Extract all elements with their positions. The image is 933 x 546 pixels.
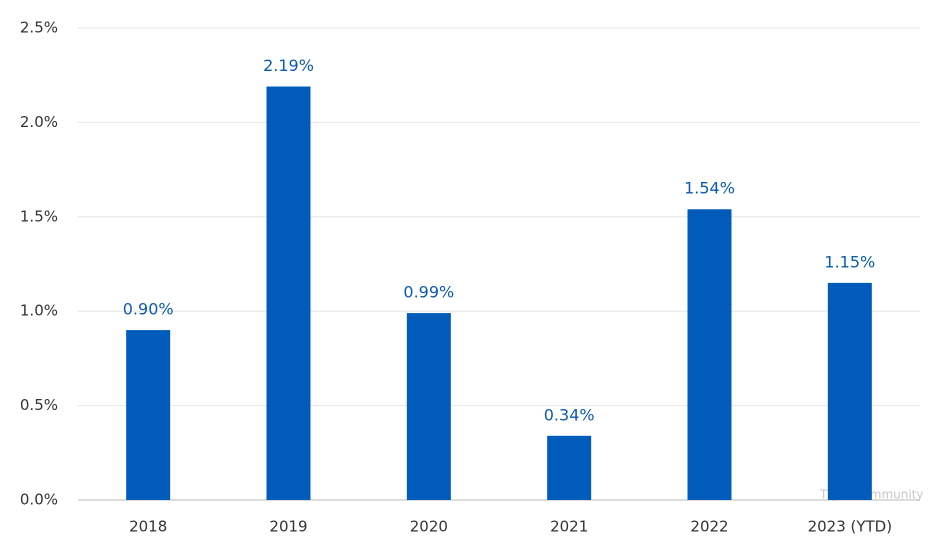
y-tick-label: 0.5% (20, 396, 58, 414)
x-tick-label: 2023 (YTD) (808, 518, 893, 536)
x-tick-label: 2021 (550, 518, 588, 536)
bar (406, 313, 451, 500)
value-label: 1.15% (824, 252, 875, 271)
bar (266, 86, 311, 500)
value-label: 1.54% (684, 179, 735, 198)
value-label: 0.90% (123, 300, 174, 319)
y-tick-label: 1.0% (20, 302, 58, 320)
bar (126, 330, 171, 500)
bar (687, 209, 732, 501)
y-tick-label: 2.0% (20, 113, 58, 131)
x-tick-label: 2019 (269, 518, 307, 536)
value-label: 0.34% (544, 405, 595, 424)
bar (547, 435, 592, 500)
y-tick-label: 2.5% (20, 19, 58, 37)
bar (827, 282, 872, 500)
y-tick-label: 0.0% (20, 491, 58, 509)
value-label: 2.19% (263, 56, 314, 75)
x-tick-label: 2018 (129, 518, 167, 536)
x-tick-label: 2022 (690, 518, 728, 536)
x-tick-label: 2020 (410, 518, 448, 536)
value-label: 0.99% (403, 283, 454, 302)
y-tick-label: 1.5% (20, 207, 58, 225)
